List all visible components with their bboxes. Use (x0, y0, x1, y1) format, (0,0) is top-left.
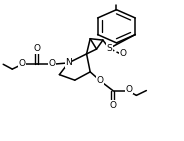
Text: S: S (106, 44, 112, 53)
Text: N: N (65, 58, 72, 67)
Text: O: O (49, 59, 56, 68)
Text: O: O (33, 44, 40, 53)
Text: O: O (125, 85, 132, 94)
Text: O: O (109, 101, 116, 110)
Text: O: O (120, 49, 127, 58)
Text: O: O (97, 76, 104, 85)
Text: O: O (19, 59, 26, 68)
